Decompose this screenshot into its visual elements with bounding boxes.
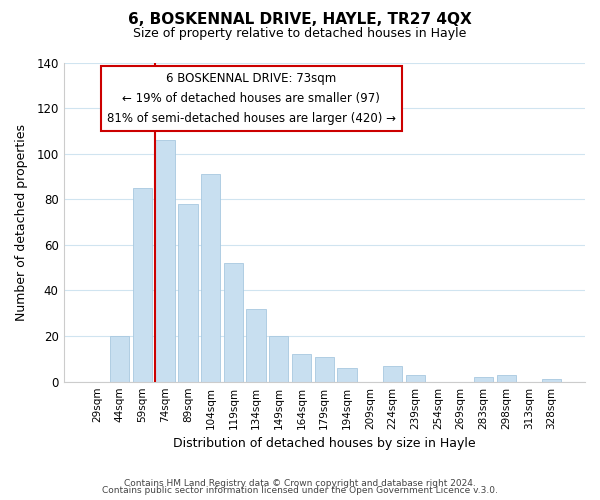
Bar: [201, 174, 220, 382]
Bar: [474, 377, 493, 382]
Bar: [178, 204, 197, 382]
Bar: [224, 263, 243, 382]
Bar: [247, 308, 266, 382]
Y-axis label: Number of detached properties: Number of detached properties: [15, 124, 28, 320]
Bar: [269, 336, 289, 382]
Bar: [337, 368, 356, 382]
X-axis label: Distribution of detached houses by size in Hayle: Distribution of detached houses by size …: [173, 437, 476, 450]
Text: Contains public sector information licensed under the Open Government Licence v.: Contains public sector information licen…: [102, 486, 498, 495]
Text: 6 BOSKENNAL DRIVE: 73sqm
← 19% of detached houses are smaller (97)
81% of semi-d: 6 BOSKENNAL DRIVE: 73sqm ← 19% of detach…: [107, 72, 396, 125]
Text: 6, BOSKENNAL DRIVE, HAYLE, TR27 4QX: 6, BOSKENNAL DRIVE, HAYLE, TR27 4QX: [128, 12, 472, 28]
Bar: [155, 140, 175, 382]
Bar: [497, 375, 516, 382]
Bar: [383, 366, 402, 382]
Bar: [542, 380, 561, 382]
Bar: [406, 375, 425, 382]
Text: Contains HM Land Registry data © Crown copyright and database right 2024.: Contains HM Land Registry data © Crown c…: [124, 478, 476, 488]
Bar: [292, 354, 311, 382]
Bar: [110, 336, 130, 382]
Bar: [314, 356, 334, 382]
Text: Size of property relative to detached houses in Hayle: Size of property relative to detached ho…: [133, 28, 467, 40]
Bar: [133, 188, 152, 382]
